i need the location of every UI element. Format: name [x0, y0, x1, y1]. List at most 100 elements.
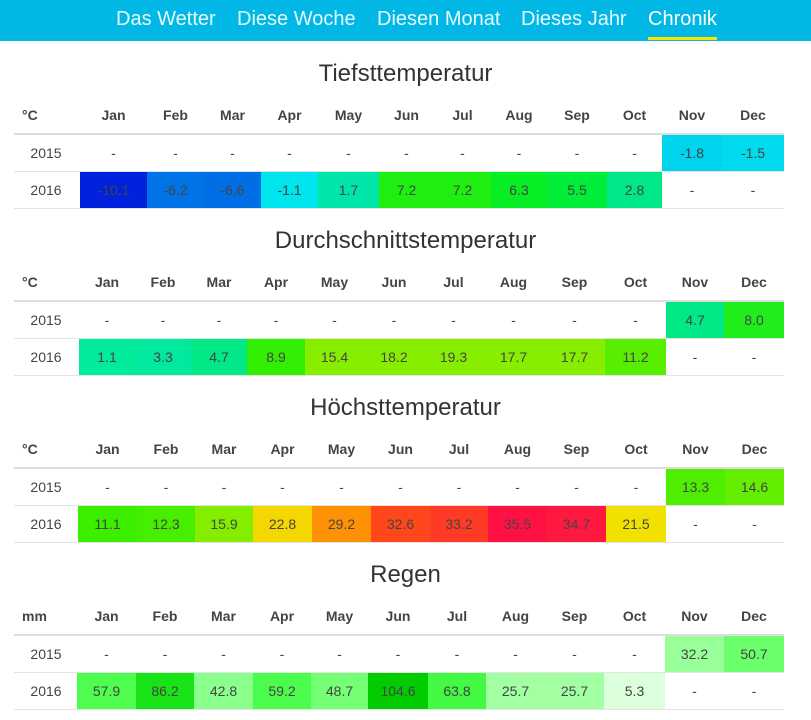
table-header: °C Jan Feb Mar Apr May Jun Jul Aug Sep Oct Nov Dec: [14, 96, 784, 134]
value-cell: 33.2: [430, 506, 488, 543]
unit-label: °C: [22, 441, 38, 457]
table-row: 2015 - - - - - - - - - - -1.8 -1.5: [14, 135, 784, 172]
history-table: °C Jan Feb Mar Apr May Jun Jul Aug Sep Oct Nov Dec 20…: [14, 263, 784, 383]
year-label: 2015: [30, 646, 62, 662]
year-label: 2016: [30, 349, 62, 365]
month-header: Nov: [682, 441, 709, 457]
month-header: Nov: [681, 608, 708, 624]
value-cell: -: [750, 182, 756, 198]
value-cell: 34.7: [547, 506, 606, 543]
row-divider: [14, 709, 784, 710]
value-cell: -: [689, 182, 695, 198]
tab-chronik[interactable]: Chronik: [648, 8, 717, 40]
unit-label: mm: [22, 608, 47, 624]
month-header: May: [325, 608, 354, 624]
value-cell: 17.7: [483, 339, 544, 376]
row-divider: [14, 171, 784, 172]
value-cell: 59.2: [253, 673, 311, 710]
table-row: 2016 -10.1 -6.2 -6.6 -1.1 1.7 7.2 7.2 6.3 5.5 2.8-…: [14, 172, 784, 209]
value-cell: -: [391, 312, 397, 328]
value-cell: 7.2: [379, 172, 434, 209]
month-header: Dec: [741, 441, 768, 457]
value-cell: 86.2: [136, 673, 194, 710]
value-cell: -: [280, 479, 285, 495]
value-cell: 32.6: [371, 506, 430, 543]
value-cell: -: [751, 683, 757, 699]
tab-diesen-monat[interactable]: Diesen Monat: [377, 8, 501, 30]
value-cell: -: [216, 312, 222, 328]
value-cell: -: [692, 683, 697, 699]
month-header: Jan: [95, 441, 120, 457]
month-header: Jan: [94, 608, 119, 624]
value-cell: 1.7: [318, 172, 379, 209]
value-cell: 25.7: [545, 673, 604, 710]
value-cell: -: [221, 479, 227, 495]
row-divider: [14, 338, 784, 339]
month-header: Jun: [385, 608, 411, 624]
year-label: 2015: [30, 479, 62, 495]
value-cell: -: [163, 479, 169, 495]
value-cell: -: [633, 479, 639, 495]
tab-dieses-jahr[interactable]: Dieses Jahr: [521, 8, 627, 30]
table-row: 2016 57.9 86.2 42.8 59.2 48.7 104.6 63.8 25.7 25.…: [14, 673, 784, 710]
year-label: 2016: [30, 683, 62, 699]
value-cell: 5.5: [547, 172, 607, 209]
value-cell: -: [104, 312, 110, 328]
month-header: Mar: [211, 441, 237, 457]
value-cell: -: [513, 646, 518, 662]
month-header: Mar: [206, 274, 232, 290]
value-cell: -: [515, 479, 520, 495]
month-header: Oct: [622, 107, 647, 123]
tab-das-wetter[interactable]: Das Wetter: [116, 8, 216, 30]
table-row: 2016 11.1 12.3 15.9 22.8 29.2 32.6 33.2 35.5 34.7…: [14, 506, 784, 543]
value-cell: 8.9: [247, 339, 305, 376]
header-divider: [14, 634, 784, 636]
value-cell: 1.1: [79, 339, 135, 376]
value-cell: -: [111, 145, 116, 161]
tab-diese-woche[interactable]: Diese Woche: [237, 8, 356, 30]
tab-chronik-label: Chronik: [648, 8, 717, 30]
value-cell: 7.2: [434, 172, 491, 209]
value-cell: 29.2: [312, 506, 371, 543]
value-cell: -1.8: [662, 135, 722, 172]
value-cell: 48.7: [311, 673, 368, 710]
month-header: Aug: [501, 608, 530, 624]
value-cell: -: [693, 516, 698, 532]
value-cell: -: [273, 312, 279, 328]
value-cell: -: [451, 312, 456, 328]
table-row: 2015 - - - - - - - - - - 4.7 8.0: [14, 302, 784, 339]
month-header: Feb: [152, 608, 178, 624]
value-cell: 6.3: [491, 172, 547, 209]
value-cell: 32.2: [665, 636, 724, 673]
value-cell: -: [395, 646, 401, 662]
year-label: 2015: [30, 145, 62, 161]
value-cell: -: [572, 646, 577, 662]
section-title: Durchschnittstemperatur: [274, 227, 537, 254]
month-header: Jul: [452, 107, 473, 123]
value-cell: 17.7: [544, 339, 605, 376]
month-header: Feb: [150, 274, 176, 290]
value-cell: -: [572, 312, 577, 328]
month-header: May: [320, 274, 349, 290]
month-header: Dec: [741, 608, 767, 624]
value-cell: 8.0: [724, 302, 784, 339]
table-row: 2016 1.1 3.3 4.7 8.9 15.4 18.2 19.3 17.7 17.7 11.2…: [14, 339, 784, 376]
header-divider: [14, 300, 784, 302]
history-table: mm Jan Feb Mar Apr May Jun Jul Aug Sep Oct Nov Dec 20…: [14, 597, 784, 717]
header-divider: [14, 133, 784, 135]
month-header: Dec: [740, 107, 766, 123]
value-cell: -: [162, 646, 168, 662]
month-header: Sep: [563, 441, 590, 457]
unit-label: °C: [22, 274, 38, 290]
value-cell: 57.9: [77, 673, 136, 710]
year-label: 2015: [30, 312, 62, 328]
value-cell: -: [460, 145, 465, 161]
value-cell: -6.6: [204, 172, 261, 209]
value-cell: 15.4: [305, 339, 364, 376]
value-cell: 104.6: [368, 673, 428, 710]
value-cell: 22.8: [253, 506, 312, 543]
value-cell: -6.2: [147, 172, 204, 209]
history-table: °C Jan Feb Mar Apr May Jun Jul Aug Sep Oct Nov Dec 20…: [14, 96, 784, 216]
table-row: 2015 - - - - - - - - - - 32.2 50.7: [14, 636, 784, 673]
month-header: Jul: [446, 608, 468, 624]
